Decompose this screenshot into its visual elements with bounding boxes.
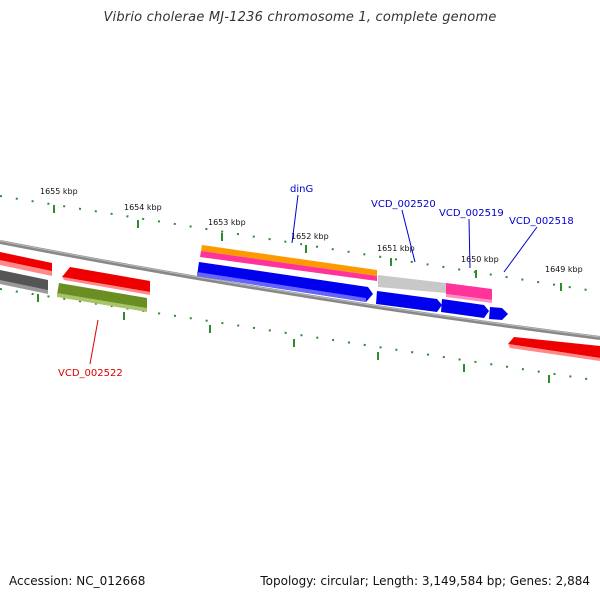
chromosome-backbone-highlight [0, 240, 600, 338]
kbp-label: 1653 kbp [208, 218, 246, 227]
kbp-label: 1655 kbp [40, 187, 78, 196]
kbp-label: 1652 kbp [291, 232, 329, 241]
reverse-gene-feature[interactable] [508, 337, 600, 358]
gene-label-dinG[interactable]: dinG [290, 184, 313, 195]
gene-label-VCD-002519[interactable]: VCD_002519 [439, 208, 504, 219]
gene-label-VCD-002522[interactable]: VCD_002522 [58, 368, 123, 379]
accession-label: Accession: NC_012668 [9, 574, 146, 588]
kbp-label: 1650 kbp [461, 255, 499, 264]
inner-tick-ring [0, 288, 600, 383]
gene-label-VCD-002518[interactable]: VCD_002518 [509, 216, 574, 227]
feature-shadow [57, 293, 147, 312]
map-title: Vibrio cholerae MJ-1236 chromosome 1, co… [103, 10, 497, 25]
feature-shadow [197, 272, 366, 302]
reverse-gene-feature[interactable] [62, 267, 150, 292]
genome-summary: Topology: circular; Length: 3,149,584 bp… [260, 574, 590, 588]
leader-line-VCD-002518 [503, 226, 538, 273]
kbp-label: 1651 kbp [377, 244, 415, 253]
feature-shadow [446, 294, 492, 303]
pink-feature[interactable] [200, 251, 377, 281]
feature-shadow [62, 277, 150, 295]
outer-tick-ring [0, 195, 600, 293]
kbp-label: 1654 kbp [124, 203, 162, 212]
feature-shadow [0, 260, 52, 276]
feature-shadow [508, 344, 600, 361]
feature-shadow [0, 280, 48, 294]
forward-cds-VCD-002519[interactable] [441, 299, 489, 318]
chromosome-backbone [0, 240, 600, 340]
forward-cds-VCD-002520[interactable] [376, 291, 442, 312]
gene-label-VCD-002520[interactable]: VCD_002520 [371, 199, 436, 210]
leader-line-VCD-002522 [89, 319, 99, 365]
olive-gene-feature[interactable] [57, 283, 147, 310]
forward-cds-dinG[interactable] [197, 262, 373, 302]
leader-line-VCD-002520 [401, 209, 416, 263]
gray-feature-VCD-002520[interactable] [378, 275, 446, 293]
forward-cds-VCD-002518[interactable] [489, 307, 508, 320]
orange-feature[interactable] [201, 245, 377, 276]
pink-feature-VCD-002519[interactable] [446, 283, 492, 300]
kbp-label: 1649 kbp [545, 265, 583, 274]
leader-line-dinG [291, 194, 299, 244]
gray-gene-feature[interactable] [0, 270, 48, 292]
leader-line-VCD-002519 [468, 218, 471, 269]
